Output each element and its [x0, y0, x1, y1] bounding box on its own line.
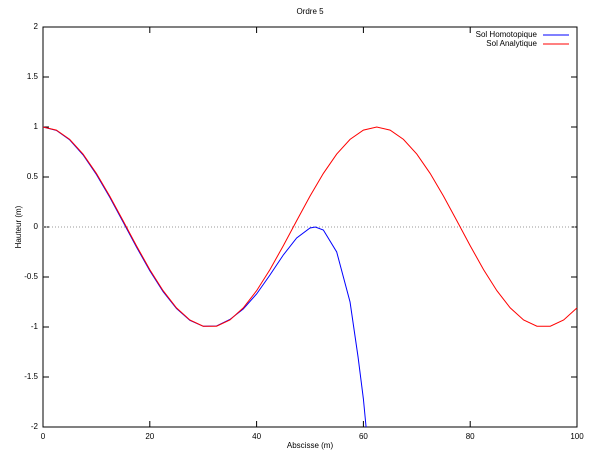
y-tick-label: 2 — [34, 22, 39, 31]
legend-label: Sol Homotopique — [476, 30, 538, 39]
chart-title: Ordre 5 — [296, 7, 324, 16]
y-tick-label: -1 — [31, 322, 39, 331]
legend-label: Sol Analytique — [486, 39, 537, 48]
y-tick-label: -1.5 — [24, 372, 38, 381]
y-tick-label: 1 — [34, 122, 39, 131]
x-tick-label: 0 — [41, 432, 46, 441]
x-tick-label: 60 — [359, 432, 368, 441]
x-tick-label: 20 — [145, 432, 154, 441]
x-tick-label: 80 — [466, 432, 475, 441]
x-tick-label: 40 — [252, 432, 261, 441]
x-tick-label: 100 — [570, 432, 584, 441]
y-tick-label: 0.5 — [27, 172, 39, 181]
y-axis-label: Hauteur (m) — [14, 205, 23, 248]
x-axis-label: Abscisse (m) — [287, 441, 334, 450]
y-tick-label: 0 — [34, 222, 39, 231]
y-tick-label: -0.5 — [24, 272, 38, 281]
series-line — [42, 126, 578, 327]
y-tick-label: -2 — [31, 422, 39, 431]
series-line — [42, 126, 367, 428]
y-tick-label: 1.5 — [27, 72, 39, 81]
